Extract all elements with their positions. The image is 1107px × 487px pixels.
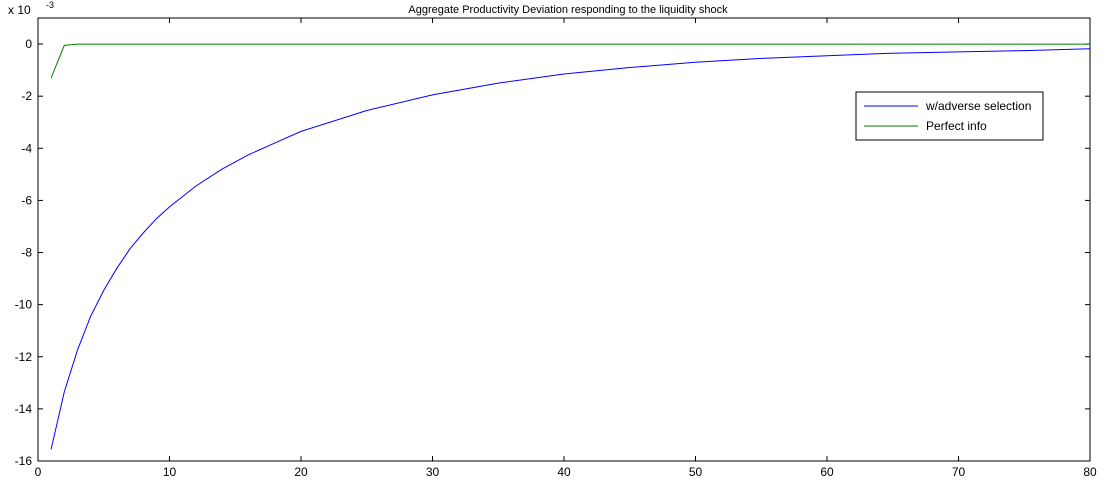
legend-label-1: w/adverse selection — [925, 99, 1031, 113]
y-multiplier: x 10 -3 — [8, 0, 54, 17]
y-tick-label: 0 — [25, 37, 32, 51]
x-tick-label: 30 — [426, 465, 440, 479]
x-tick-label: 40 — [557, 465, 571, 479]
y-tick-label: -4 — [21, 141, 32, 155]
x-axis: 0 10 20 30 40 50 60 70 80 — [35, 18, 1097, 479]
y-tick-label: -10 — [15, 298, 33, 312]
chart-title: Aggregate Productivity Deviation respond… — [408, 4, 728, 16]
series-line-2 — [50, 43, 1090, 79]
legend-label-2: Perfect info — [926, 119, 987, 133]
legend: w/adverse selection Perfect info — [855, 91, 1044, 141]
x-tick-label: 10 — [163, 465, 177, 479]
y-tick-label: -16 — [15, 454, 33, 468]
series-line-1 — [50, 48, 1091, 450]
x-tick-label: 70 — [952, 465, 966, 479]
y-axis: 0 -2 -4 -6 -8 -10 -12 -14 -16 — [15, 37, 1090, 468]
y-multiplier-exponent: -3 — [46, 0, 54, 10]
x-tick-label: 60 — [820, 465, 834, 479]
y-tick-label: -12 — [15, 350, 33, 364]
y-tick-label: -2 — [21, 89, 32, 103]
x-tick-label: 0 — [35, 465, 42, 479]
y-multiplier-label: x 10 — [8, 3, 31, 17]
series-layer — [50, 43, 1091, 450]
plot-frame — [37, 17, 1091, 462]
x-tick-label: 20 — [294, 465, 308, 479]
y-tick-label: -8 — [21, 246, 32, 260]
y-tick-label: -6 — [21, 193, 32, 207]
x-tick-label: 50 — [689, 465, 703, 479]
y-tick-label: -14 — [15, 402, 33, 416]
x-tick-label: 80 — [1083, 465, 1097, 479]
legend-box — [855, 91, 1044, 141]
plot-area — [37, 17, 1091, 462]
